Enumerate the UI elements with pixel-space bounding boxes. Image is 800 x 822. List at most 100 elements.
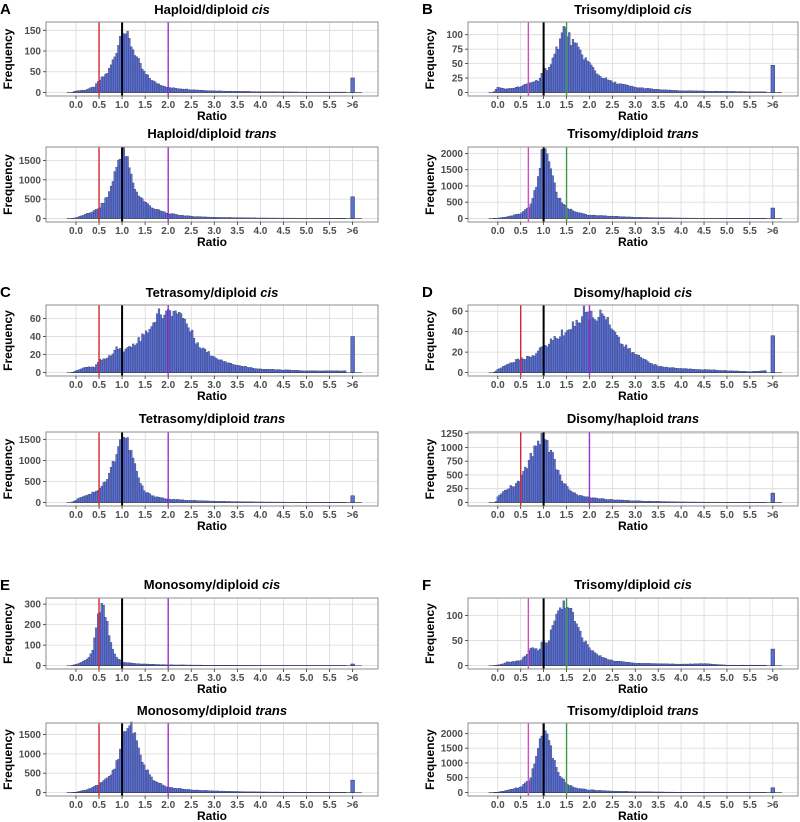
histogram-bar (676, 368, 679, 373)
histogram-bar (172, 498, 175, 503)
x-tick-label: 0.5 (514, 510, 528, 521)
plot-title: Tetrasomy/diploid trans (139, 411, 285, 426)
histogram-bar (119, 158, 122, 219)
plot-title: Tetrasomy/diploid cis (146, 285, 279, 300)
histogram-bar (515, 87, 518, 93)
histogram-bar (538, 648, 542, 666)
histogram-bar (520, 85, 523, 93)
histogram-bar (722, 370, 725, 373)
histogram-bar (89, 366, 92, 373)
x-tick-label: 5.0 (720, 380, 734, 391)
histogram-bar (524, 209, 527, 219)
histogram-bar (226, 362, 229, 373)
histogram-bar (643, 663, 646, 666)
histogram-bar (592, 214, 595, 219)
histogram-bar (577, 495, 580, 503)
overflow-bar (350, 77, 355, 93)
histogram-bar (496, 496, 499, 503)
histogram-bar (150, 207, 153, 219)
histogram-bar (630, 662, 633, 666)
x-tick-label: 5.5 (743, 800, 757, 811)
histogram-bar (647, 88, 650, 93)
histogram-bar (130, 450, 133, 503)
histogram-bar (509, 362, 512, 373)
overflow-bar (350, 495, 355, 503)
histogram-bar (518, 213, 521, 219)
y-tick-label: 0 (457, 788, 463, 799)
x-tick-label: 2.0 (161, 800, 175, 811)
histogram-bar (148, 493, 151, 503)
histogram-bar (209, 355, 212, 373)
histogram-bar (592, 317, 595, 373)
histogram-bar (176, 313, 179, 373)
x-tick-label: 0.5 (92, 380, 106, 391)
histogram-bar (520, 212, 523, 219)
histogram-bar (515, 787, 518, 793)
x-tick-label: 4.0 (253, 673, 267, 684)
histogram-bar (144, 769, 148, 793)
y-tick-label: 500 (24, 477, 41, 488)
histogram-bar (144, 330, 148, 373)
histogram-bar (614, 331, 617, 373)
histogram-bar (124, 438, 127, 503)
histogram-bar (82, 367, 85, 373)
histogram-bar (181, 215, 185, 219)
histogram-bar (665, 366, 668, 373)
x-tick-label: 0.5 (514, 673, 528, 684)
histogram-bar (95, 490, 98, 503)
histogram-bar (191, 329, 194, 373)
histogram-bar (617, 83, 620, 93)
histogram-bar (122, 351, 125, 373)
x-tick-label: 2.5 (605, 226, 619, 237)
histogram-bar (108, 191, 111, 219)
histogram-bar (601, 498, 604, 503)
histogram-bar (511, 88, 514, 93)
plot-title-italic: cis (262, 577, 280, 592)
histogram-bar (615, 83, 619, 93)
histogram-bar (562, 483, 565, 503)
y-tick-label: 1500 (19, 156, 42, 167)
histogram-bar (641, 358, 644, 373)
panel-letter: D (422, 284, 433, 301)
histogram-bar (527, 356, 531, 373)
histogram-bar (196, 342, 199, 373)
x-tick-label: 3.0 (207, 510, 221, 521)
x-tick-label: 3.0 (207, 100, 221, 111)
histogram-bar (130, 173, 133, 219)
histogram-bar (102, 780, 105, 793)
histogram-bar (588, 789, 591, 793)
histogram-bar (678, 368, 681, 373)
histogram-bar (599, 76, 602, 93)
histogram-bar (74, 500, 78, 503)
histogram-bar (531, 355, 534, 373)
y-axis-label: Frequency (1, 729, 15, 790)
plot-border (467, 431, 799, 507)
histogram-bar (192, 89, 196, 93)
histogram-bar (115, 656, 118, 666)
histogram-bar (540, 346, 543, 373)
histogram-bar (529, 203, 532, 219)
histogram-bar (551, 452, 554, 503)
histogram-bar (652, 89, 655, 93)
x-tick-label: 3.5 (230, 100, 244, 111)
histogram-bar (170, 787, 173, 793)
x-tick-label: 0.0 (491, 800, 505, 811)
histogram-bar (152, 208, 155, 219)
histogram-bar (658, 366, 661, 373)
histogram-bar (168, 787, 172, 793)
x-tick-label: 1.0 (115, 673, 129, 684)
plot-title-main: Tetrasomy/diploid (146, 285, 261, 300)
plot-background (468, 598, 798, 669)
histogram-bar (549, 168, 553, 219)
histogram-bar (531, 768, 534, 793)
x-tick-label: 0.0 (69, 800, 83, 811)
x-tick-label: 4.0 (253, 380, 267, 391)
histogram-bar (515, 214, 518, 219)
y-axis-label: Frequency (423, 729, 437, 790)
plot-title-italic: trans (667, 126, 699, 141)
histogram-bar (674, 90, 677, 93)
x-tick-label: 4.5 (277, 380, 291, 391)
histogram-bar (621, 661, 624, 666)
histogram-bar (504, 88, 507, 93)
histogram-bar (592, 650, 595, 666)
